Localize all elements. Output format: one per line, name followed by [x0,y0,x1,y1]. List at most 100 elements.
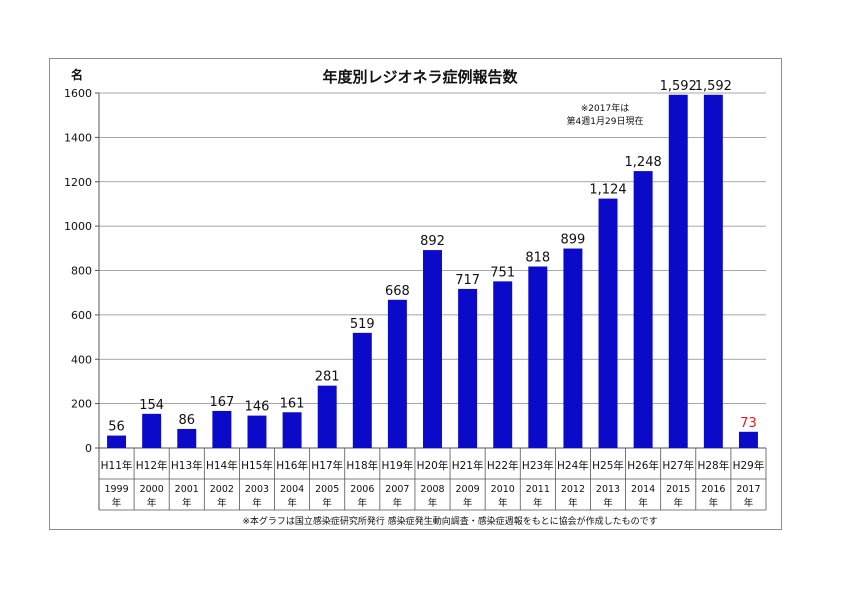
western-year-label: 2010 [491,484,515,495]
year-suffix-label: 年 [428,497,438,509]
y-tick-label: 200 [71,398,92,411]
y-tick-label: 600 [71,309,92,322]
chart-note-line-2: 第4週1月29日現在 [567,115,644,127]
bar [528,266,548,448]
category-label: H14年 [206,459,238,472]
category-label: H20年 [417,459,449,472]
year-suffix-label: 年 [638,497,648,509]
y-axis-unit: 名 [71,67,83,82]
year-suffix-label: 年 [217,497,227,509]
category-label: H19年 [382,459,414,472]
year-suffix-label: 年 [112,497,122,509]
data-label: 86 [178,413,195,428]
bar [423,250,442,448]
bar [668,94,688,449]
y-tick-label: 1000 [64,220,92,233]
data-label: 899 [561,233,586,248]
bar [247,415,267,448]
y-axis-ticks: 0 200 400 600 800 1000 1200 1400 1600 [64,87,99,455]
category-label: H12年 [136,459,168,472]
gridlines [98,92,766,510]
western-year-label: 2004 [280,484,304,495]
data-label: 281 [315,370,340,385]
category-label: H17年 [311,459,343,472]
data-label: 56 [108,420,125,435]
western-year-label: 2008 [420,484,444,495]
data-label: 1,248 [625,155,662,170]
western-year-label: 2014 [631,484,655,495]
category-label: H25年 [592,459,624,472]
y-tick-label: 0 [85,442,92,455]
bar [317,385,337,448]
bar [738,431,758,448]
category-label: H26年 [627,459,659,472]
category-label: H24年 [557,459,589,472]
bar [352,332,372,448]
western-year-label: 2016 [701,484,725,495]
bar [142,413,162,448]
x-axis-table: H11年 1999 年 H12年 2000 年 H13年 2001 年 H14年 2002 年 H15年… [99,448,767,511]
western-year-label: 2003 [245,484,269,495]
western-year-label: 2002 [210,484,234,495]
year-suffix-label: 年 [358,497,368,509]
chart-note-line-1: ※2017年は [581,102,629,114]
western-year-label: 2011 [526,484,550,495]
chart-title: 年度別レジオネラ症例報告数 [322,68,518,86]
bar [598,198,618,448]
western-year-label: 2006 [350,484,374,495]
y-tick-label: 400 [71,353,92,366]
year-suffix-label: 年 [603,497,613,509]
bar [563,248,583,448]
category-label: H28年 [697,459,729,472]
bar [177,428,197,448]
category-label: H21年 [452,459,484,472]
bar [107,435,127,448]
data-label: 154 [139,398,164,413]
category-label: H23年 [522,459,554,472]
bar [633,171,653,448]
data-labels: 56 154 86 167 146 161 281 519 668 892 717 751 818 899… [108,79,756,435]
year-suffix-label: 年 [568,497,578,509]
source-note: ※本グラフは国立感染症研究所発行 感染症発生動向調査・感染症週報をもとに協会が作… [242,515,657,527]
bar-chart: 年度別レジオネラ症例報告数 名 0 200 400 600 800 1000 1200 140… [64,67,767,527]
year-suffix-label: 年 [533,497,543,509]
year-suffix-label: 年 [182,497,192,509]
data-label: 1,592 [695,79,732,94]
bar [387,299,407,448]
bar [703,94,723,449]
data-label: 818 [525,251,550,266]
category-label: H22年 [487,459,519,472]
y-tick-label: 1600 [64,87,92,100]
western-year-label: 2015 [666,484,690,495]
bars [107,94,758,449]
category-label: H11年 [101,459,133,472]
bar [493,281,513,448]
western-year-label: 2001 [175,484,199,495]
data-label: 161 [280,396,305,411]
data-label: 751 [490,265,515,280]
data-label: 892 [420,234,445,249]
year-suffix-label: 年 [147,497,157,509]
y-tick-label: 1400 [64,131,92,144]
year-suffix-label: 年 [252,497,262,509]
year-suffix-label: 年 [287,497,297,509]
data-label: 668 [385,284,410,299]
data-label: 73 [740,416,757,431]
western-year-label: 2000 [140,484,164,495]
western-year-label: 1999 [104,484,128,495]
bar [458,288,478,448]
category-label: H27年 [662,459,694,472]
bar [212,410,232,448]
data-label: 146 [245,400,270,415]
category-label: H13年 [171,459,203,472]
bar [282,412,302,448]
category-label: H18年 [346,459,378,472]
category-label: H15年 [241,459,273,472]
western-year-label: 2009 [456,484,480,495]
year-suffix-label: 年 [322,497,332,509]
western-year-label: 2007 [385,484,409,495]
year-suffix-label: 年 [498,497,508,509]
western-year-label: 2013 [596,484,620,495]
year-suffix-label: 年 [709,497,719,509]
y-tick-label: 800 [71,265,92,278]
